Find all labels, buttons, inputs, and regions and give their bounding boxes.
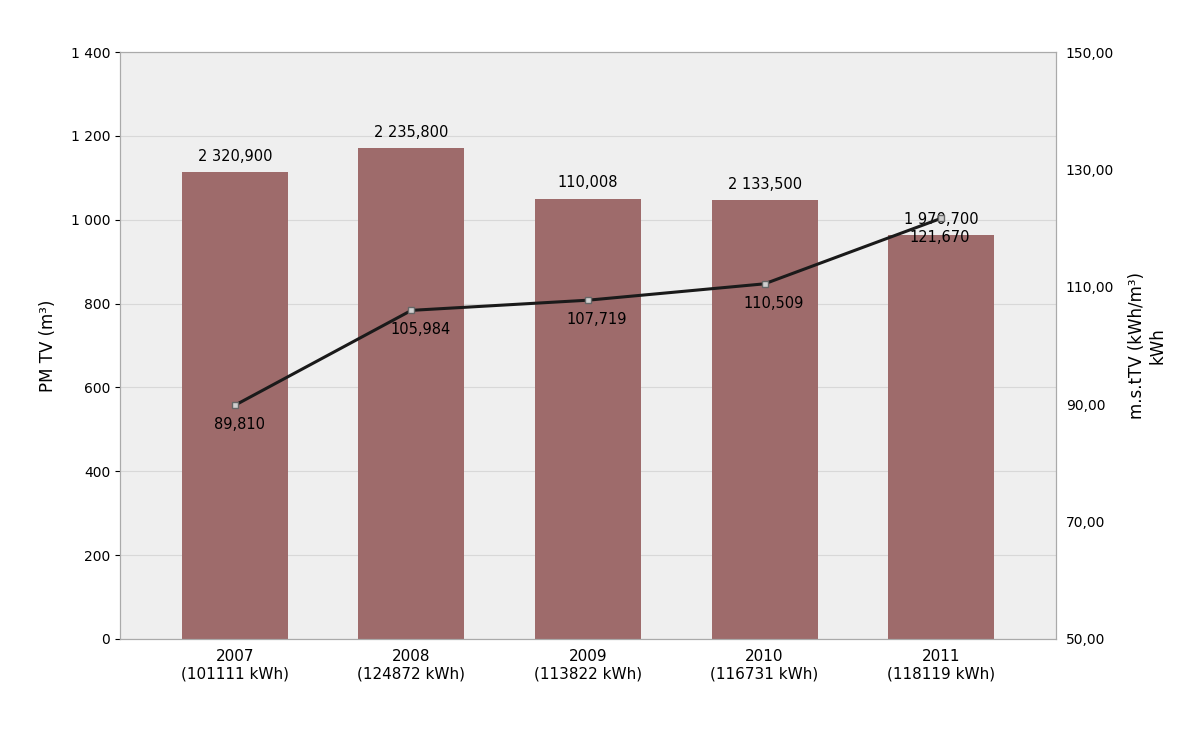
Bar: [888, 236, 994, 639]
Y-axis label: m.s.tTV (kWh/m³)
kWh: m.s.tTV (kWh/m³) kWh: [1128, 272, 1166, 419]
Text: 89,810: 89,810: [214, 417, 265, 432]
Text: 1 970,700: 1 970,700: [904, 212, 978, 227]
Bar: [359, 149, 464, 639]
Bar: [712, 200, 817, 639]
Text: 105,984: 105,984: [390, 322, 450, 337]
Text: 110,509: 110,509: [744, 296, 804, 311]
Bar: [182, 172, 288, 639]
Text: 2 235,800: 2 235,800: [374, 125, 449, 140]
Text: 2 133,500: 2 133,500: [727, 177, 802, 192]
Text: 2 320,900: 2 320,900: [198, 149, 272, 164]
Text: 121,670: 121,670: [910, 230, 970, 245]
Text: 107,719: 107,719: [566, 312, 628, 327]
Text: 110,008: 110,008: [558, 175, 618, 190]
Bar: [535, 198, 641, 639]
Y-axis label: PM TV (m³): PM TV (m³): [38, 299, 56, 392]
